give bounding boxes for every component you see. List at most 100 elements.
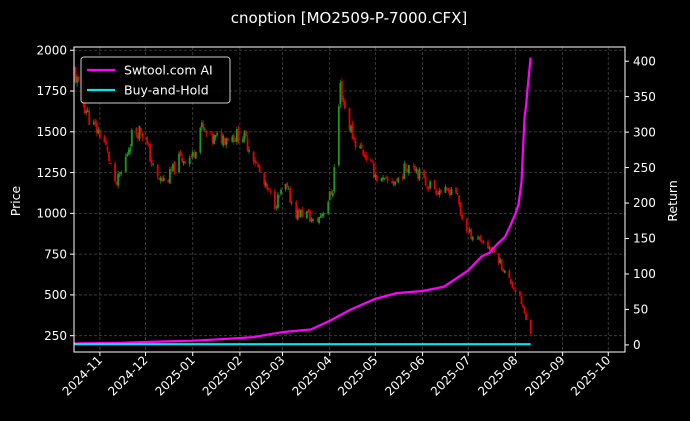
candle-down bbox=[161, 178, 164, 182]
candle-down bbox=[509, 279, 512, 284]
candle-up bbox=[92, 122, 95, 125]
candle-down bbox=[109, 163, 112, 164]
candle-up bbox=[429, 181, 432, 189]
y-tick-label-right: 250 bbox=[633, 161, 656, 175]
candle-down bbox=[298, 208, 301, 217]
candle-up bbox=[456, 193, 459, 195]
candle-up bbox=[117, 173, 120, 186]
candle-down bbox=[115, 182, 118, 185]
candle-up bbox=[275, 207, 278, 208]
candle-up bbox=[248, 149, 250, 152]
candle-up bbox=[194, 151, 197, 159]
x-tick-label: 2025-06 bbox=[382, 353, 427, 398]
candle-up bbox=[327, 201, 330, 214]
candle-down bbox=[522, 304, 524, 308]
candle-down bbox=[406, 169, 409, 173]
candle-down bbox=[404, 163, 407, 171]
candle-up bbox=[242, 138, 244, 143]
candle-down bbox=[181, 157, 183, 162]
candle-up bbox=[85, 111, 88, 113]
candle-up bbox=[321, 214, 324, 217]
candle-down bbox=[458, 195, 460, 205]
x-tick-label: 2025-02 bbox=[200, 353, 245, 398]
candle-down bbox=[147, 144, 150, 146]
candle-up bbox=[138, 126, 141, 140]
legend-label-ai: Swtool.com AI bbox=[124, 63, 213, 78]
candle-up bbox=[382, 177, 384, 180]
y-tick-label-left: 2000 bbox=[36, 43, 67, 57]
candle-up bbox=[374, 174, 377, 178]
candle-down bbox=[511, 282, 514, 288]
candle-up bbox=[450, 189, 453, 195]
candle-up bbox=[178, 153, 180, 173]
candle-down bbox=[210, 131, 212, 133]
candle-down bbox=[344, 101, 346, 109]
candle-up bbox=[392, 183, 395, 185]
candle-down bbox=[179, 151, 182, 156]
candle-down bbox=[149, 144, 152, 162]
y-tick-label-left: 1250 bbox=[36, 166, 67, 180]
candle-down bbox=[88, 110, 91, 125]
candle-down bbox=[365, 155, 368, 160]
candle-up bbox=[120, 172, 123, 175]
candle-down bbox=[286, 183, 288, 188]
y-tick-label-left: 250 bbox=[44, 329, 67, 343]
candle-down bbox=[371, 161, 374, 163]
candle-up bbox=[407, 164, 410, 174]
candle-down bbox=[354, 140, 357, 148]
candle-up bbox=[204, 128, 206, 130]
candle-down bbox=[246, 138, 249, 151]
y-tick-label-right: 50 bbox=[633, 303, 648, 317]
candle-down bbox=[184, 161, 187, 164]
candle-down bbox=[449, 189, 451, 196]
y-tick-label-left: 500 bbox=[44, 288, 67, 302]
candle-down bbox=[362, 149, 365, 156]
candle-down bbox=[193, 152, 196, 157]
candle-up bbox=[499, 259, 502, 264]
candle-down bbox=[301, 209, 304, 217]
x-tick-label: 2025-10 bbox=[568, 353, 613, 398]
candle-down bbox=[211, 133, 214, 143]
candle-up bbox=[438, 190, 441, 195]
y-tick-label-left: 1000 bbox=[36, 207, 67, 221]
candle-down bbox=[369, 160, 372, 162]
candle-up bbox=[318, 217, 320, 224]
series-lines bbox=[73, 57, 532, 346]
candle-down bbox=[470, 230, 473, 239]
candle-down bbox=[252, 151, 255, 162]
candle-up bbox=[234, 140, 237, 142]
candle-up bbox=[322, 213, 325, 216]
candle-down bbox=[360, 144, 363, 149]
candle-down bbox=[316, 218, 319, 222]
candle-up bbox=[200, 122, 203, 128]
candle-up bbox=[199, 127, 202, 153]
candle-up bbox=[415, 169, 418, 172]
candle-down bbox=[479, 236, 482, 241]
candle-up bbox=[231, 136, 234, 142]
candle-down bbox=[446, 188, 448, 190]
y-tick-label-right: 350 bbox=[633, 90, 656, 104]
x-tick-label: 2025-08 bbox=[475, 353, 520, 398]
y-axis-label-left: Price bbox=[8, 185, 23, 216]
candle-down bbox=[439, 189, 442, 194]
candle-down bbox=[156, 164, 159, 177]
x-tick-label: 2024-11 bbox=[60, 353, 105, 398]
y-tick-label-right: 200 bbox=[633, 196, 656, 210]
candle-up bbox=[380, 178, 383, 181]
y-tick-label-right: 400 bbox=[633, 54, 656, 68]
candle-up bbox=[243, 131, 246, 140]
candle-up bbox=[290, 202, 293, 204]
candle-down bbox=[414, 165, 416, 172]
candle-down bbox=[146, 136, 148, 145]
candle-down bbox=[278, 194, 281, 196]
candle-up bbox=[213, 135, 215, 144]
candle-up bbox=[477, 237, 480, 239]
candle-up bbox=[124, 156, 127, 172]
candle-up bbox=[129, 147, 132, 152]
candle-up bbox=[76, 77, 78, 83]
candle-down bbox=[330, 191, 333, 195]
candle-up bbox=[126, 154, 129, 156]
candle-up bbox=[503, 270, 506, 273]
candle-down bbox=[481, 240, 483, 242]
candle-up bbox=[287, 188, 290, 190]
